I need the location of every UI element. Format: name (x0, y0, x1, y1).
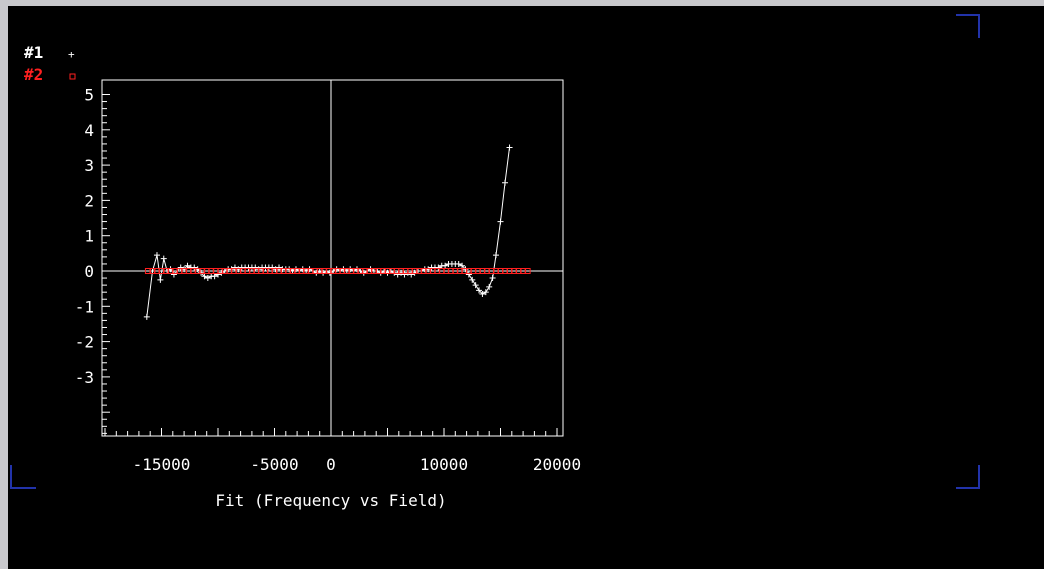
x-tick-label: 20000 (533, 455, 581, 474)
data-point (143, 313, 150, 320)
data-point (320, 269, 327, 276)
legend-marker-plus-icon: + (68, 48, 75, 61)
data-point (479, 290, 486, 297)
data-point (191, 264, 198, 271)
data-point (459, 262, 466, 269)
corner-mark-bottom-right (978, 465, 980, 489)
data-point (472, 282, 479, 289)
y-tick-label: -3 (75, 368, 94, 387)
data-point (367, 266, 374, 273)
series-line (146, 147, 510, 317)
y-tick-label: 5 (84, 86, 94, 105)
data-point (401, 271, 408, 278)
data-point (442, 262, 449, 269)
data-point (462, 266, 469, 273)
data-point (170, 271, 177, 278)
data-point (482, 289, 489, 296)
data-point (408, 271, 415, 278)
data-point (286, 266, 293, 273)
data-point (218, 269, 225, 276)
data-point (184, 262, 191, 269)
y-tick-label: 0 (84, 262, 94, 281)
data-point (489, 275, 496, 282)
y-tick-label: 3 (84, 156, 94, 175)
data-point (502, 179, 509, 186)
data-point (476, 287, 483, 294)
data-point (160, 255, 167, 262)
data-point (347, 266, 354, 273)
legend-label-1: #1 (24, 43, 43, 62)
data-point (177, 264, 184, 271)
data-point (492, 252, 499, 259)
data-point (353, 266, 360, 273)
legend: #1 + #2 (24, 43, 76, 84)
data-point (326, 269, 333, 276)
data-point (157, 276, 164, 283)
x-tick-label: 0 (326, 455, 336, 474)
data-point (394, 271, 401, 278)
data-point (524, 268, 531, 274)
data-point (153, 252, 160, 259)
data-point (201, 273, 208, 280)
data-point (340, 266, 347, 273)
data-point (211, 273, 218, 280)
y-tick-label: -1 (75, 297, 94, 316)
corner-mark-bottom-left-h (10, 487, 36, 489)
data-point (272, 266, 279, 273)
x-axis-label: Fit (Frequency vs Field) (215, 491, 446, 510)
corner-mark-bottom-left (10, 465, 12, 489)
data-point (469, 276, 476, 283)
corner-mark-top-right-h (956, 14, 980, 16)
legend-label-2: #2 (24, 65, 43, 84)
series-2 (144, 268, 531, 274)
series-1 (143, 144, 513, 320)
legend-marker-square-icon (69, 73, 76, 80)
x-tick-label: 10000 (420, 455, 468, 474)
data-point (198, 269, 205, 276)
series-layer (143, 144, 531, 320)
x-tick-label: -15000 (133, 455, 191, 474)
data-point (455, 260, 462, 267)
data-point (486, 283, 493, 290)
y-tick-label: 1 (84, 227, 94, 246)
data-point (313, 269, 320, 276)
data-point (506, 144, 513, 151)
data-point (204, 275, 211, 282)
data-point (299, 266, 306, 273)
x-tick-label: -5000 (250, 455, 298, 474)
y-tick-label: 4 (84, 121, 94, 140)
data-point (360, 269, 367, 276)
data-point (333, 266, 340, 273)
data-point (276, 264, 283, 271)
plot-frame (101, 79, 564, 437)
data-point (292, 266, 299, 273)
axes: -15000 -5000 0 10000 20000 5 4 3 2 1 0 -1 -2 -3 (75, 79, 581, 474)
corner-mark-top-right (978, 14, 980, 38)
data-point (497, 218, 504, 225)
data-point (252, 264, 259, 271)
data-point (435, 264, 442, 271)
data-point (465, 271, 472, 278)
y-tick-label: 2 (84, 191, 94, 210)
y-tick-label: -2 (75, 333, 94, 352)
data-point (306, 266, 313, 273)
data-point (231, 264, 238, 271)
corner-mark-bottom-right-h (956, 487, 980, 489)
